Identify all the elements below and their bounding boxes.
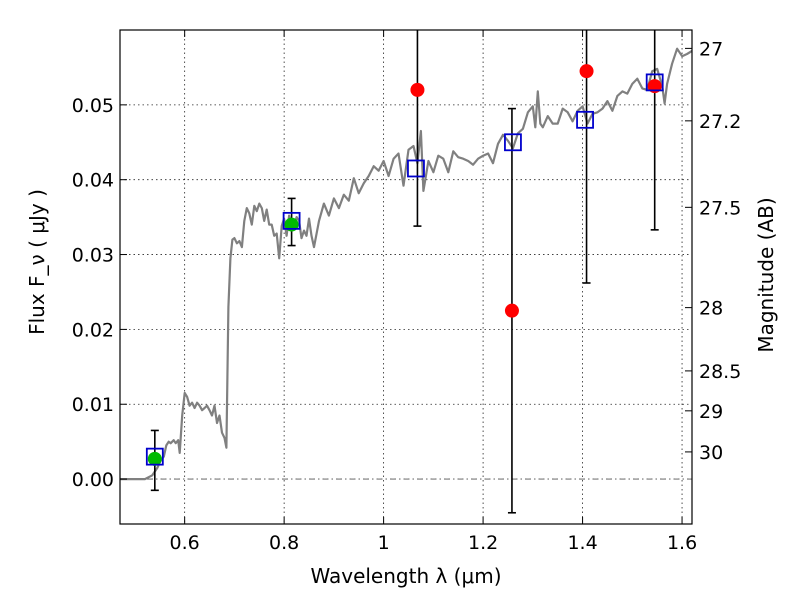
y2-tick-label: 28 — [699, 298, 723, 320]
y-tick-label: 0.00 — [72, 469, 114, 491]
y2-axis-ticks: 27 27.2 27.5 28 28.5 29 30 — [685, 38, 741, 464]
x-tick-label: 0.6 — [170, 532, 200, 554]
y-tick-label: 0.02 — [72, 319, 114, 341]
y-tick-label: 0.05 — [72, 95, 114, 117]
x-tick-label: 0.8 — [269, 532, 299, 554]
model-photometry-square — [407, 159, 425, 178]
model-photometry-square — [645, 73, 664, 92]
observed-flux-point — [504, 303, 519, 318]
y-tick-label: 0.04 — [72, 170, 114, 192]
y-axis-label: Flux F_ν ( μJy ) — [25, 189, 49, 335]
y2-axis-label: Magnitude (AB) — [754, 197, 778, 352]
y-tick-label: 0.03 — [72, 245, 114, 267]
x-tick-label: 1.4 — [567, 532, 597, 554]
detected-flux-point — [147, 451, 162, 466]
observed-flux-point — [579, 64, 594, 79]
x-tick-label: 1.2 — [468, 532, 498, 554]
y2-tick-label: 28.5 — [699, 361, 741, 383]
y2-tick-label: 30 — [699, 442, 723, 464]
x-tick-label: 1 — [378, 532, 390, 554]
spectrum-line — [120, 47, 692, 481]
y2-tick-label: 27.2 — [699, 111, 741, 133]
y-axis-ticks: 0.00 0.01 0.02 0.03 0.04 0.05 — [72, 95, 127, 491]
model-photometry-square — [282, 211, 301, 230]
model-photometry-square — [576, 110, 594, 129]
observed-flux-point — [410, 82, 425, 97]
y2-tick-label: 27 — [699, 38, 723, 60]
x-axis-ticks: 0.6 0.8 1 1.2 1.4 1.6 — [170, 30, 697, 554]
y-tick-label: 0.01 — [72, 394, 114, 416]
y2-tick-label: 29 — [699, 401, 723, 423]
data-layer — [120, 30, 692, 514]
plot-frame — [119, 29, 693, 525]
x-axis-label: Wavelength λ (μm) — [310, 564, 501, 588]
model-photometry-square — [145, 447, 164, 466]
model-photometry-square — [504, 133, 522, 152]
x-tick-label: 1.6 — [667, 532, 697, 554]
y2-tick-label: 27.5 — [699, 197, 741, 219]
